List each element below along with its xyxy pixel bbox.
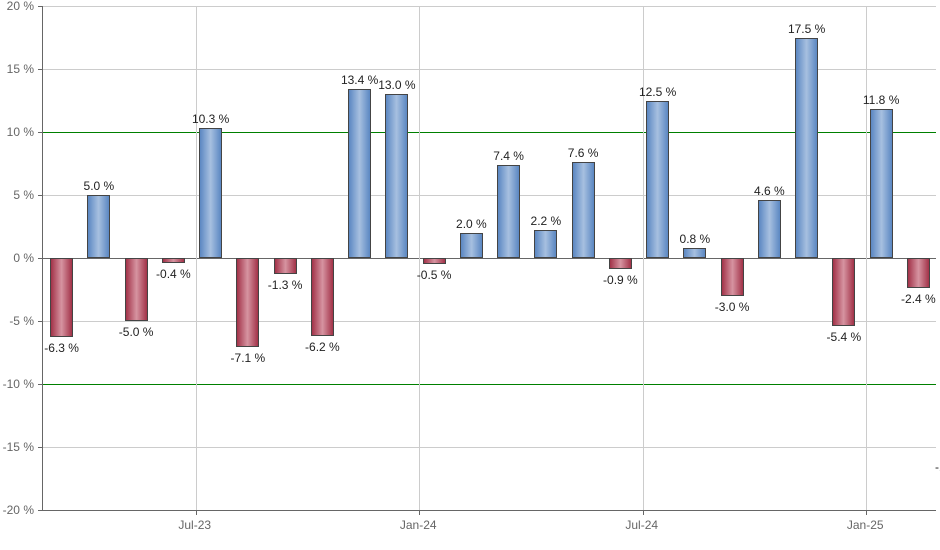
bar	[274, 258, 297, 274]
bar-value-label: 2.0 %	[456, 217, 487, 231]
bar-value-label: 13.0 %	[378, 78, 415, 92]
bar-value-label: -6.3 %	[44, 341, 79, 355]
bar	[199, 128, 222, 258]
y-tick-mark	[38, 321, 43, 322]
bar	[50, 258, 73, 337]
y-tick-mark	[38, 195, 43, 196]
bar-value-label: 4.6 %	[754, 184, 785, 198]
bar-value-label: -3.0 %	[715, 300, 750, 314]
bar	[609, 258, 632, 269]
bar-value-label: 11.8 %	[863, 93, 899, 107]
bar	[311, 258, 334, 336]
x-tick-label: Jul-23	[178, 518, 211, 532]
bar	[572, 162, 595, 258]
bar-value-label: 7.4 %	[493, 149, 524, 163]
x-grid-line	[196, 6, 197, 510]
bar-value-label: 7.6 %	[568, 146, 599, 160]
y-tick-mark	[38, 447, 43, 448]
y-grid-line	[43, 6, 936, 7]
y-tick-label: 5 %	[13, 188, 34, 202]
bar-value-label: -6.2 %	[305, 340, 340, 354]
y-grid-line	[43, 447, 936, 448]
y-tick-label: 20 %	[7, 0, 34, 13]
bar	[125, 258, 148, 321]
bar	[832, 258, 855, 326]
plot-area: -6.3 % 5.0 % -5.0 % -0.4 % 10.3 % -7.1 % -1.3 …	[42, 6, 936, 510]
bar-value-label: -0.9 %	[603, 273, 638, 287]
bar	[758, 200, 781, 258]
x-grid-line	[866, 6, 867, 510]
bar-value-label: -0.5 %	[417, 268, 452, 282]
bar-value-label: -2.4 %	[901, 292, 936, 306]
x-tick-mark	[643, 510, 644, 515]
bar-value-label: -5.0 %	[119, 325, 154, 339]
y-tick-label: 0 %	[13, 251, 34, 265]
x-tick-label: Jan-25	[847, 518, 884, 532]
bar	[795, 38, 818, 259]
bar	[721, 258, 744, 296]
x-tick-mark	[419, 510, 420, 515]
bar	[646, 101, 669, 259]
reference-line	[43, 384, 936, 385]
x-tick-mark	[866, 510, 867, 515]
bar-value-label: -0.4 %	[156, 267, 191, 281]
y-grid-line	[43, 321, 936, 322]
bar	[497, 165, 520, 258]
bar-value-label: -15.7 %	[935, 460, 940, 474]
y-tick-mark	[38, 6, 43, 7]
bar-value-label: 5.0 %	[84, 179, 115, 193]
bar	[162, 258, 185, 263]
bar-value-label: -1.3 %	[268, 278, 303, 292]
bar-value-label: 10.3 %	[192, 112, 229, 126]
x-axis-line	[43, 510, 936, 511]
bar	[385, 94, 408, 258]
bar	[87, 195, 110, 258]
y-tick-label: 10 %	[7, 125, 34, 139]
bar	[534, 230, 557, 258]
bar-chart: -6.3 % 5.0 % -5.0 % -0.4 % 10.3 % -7.1 % -1.3 …	[0, 0, 940, 550]
y-tick-label: -15 %	[3, 440, 34, 454]
y-tick-label: -10 %	[3, 377, 34, 391]
bar-value-label: 2.2 %	[531, 214, 562, 228]
bar	[460, 233, 483, 258]
bar-value-label: 12.5 %	[639, 85, 676, 99]
x-tick-mark	[196, 510, 197, 515]
x-grid-line	[643, 6, 644, 510]
y-tick-label: -20 %	[3, 503, 34, 517]
bar	[683, 248, 706, 258]
bar	[236, 258, 259, 347]
y-tick-label: 15 %	[7, 62, 34, 76]
bar	[423, 258, 446, 264]
y-tick-label: -5 %	[9, 314, 34, 328]
bar-value-label: -7.1 %	[231, 351, 266, 365]
bar-value-label: 17.5 %	[788, 22, 825, 36]
bar-value-label: 0.8 %	[680, 232, 711, 246]
x-grid-line	[419, 6, 420, 510]
x-tick-label: Jul-24	[625, 518, 658, 532]
bar	[348, 89, 371, 258]
bar-value-label: 13.4 %	[341, 73, 378, 87]
y-tick-mark	[38, 69, 43, 70]
bar	[907, 258, 930, 288]
bar-value-label: -5.4 %	[827, 330, 862, 344]
bar	[870, 109, 893, 258]
x-tick-label: Jan-24	[400, 518, 437, 532]
